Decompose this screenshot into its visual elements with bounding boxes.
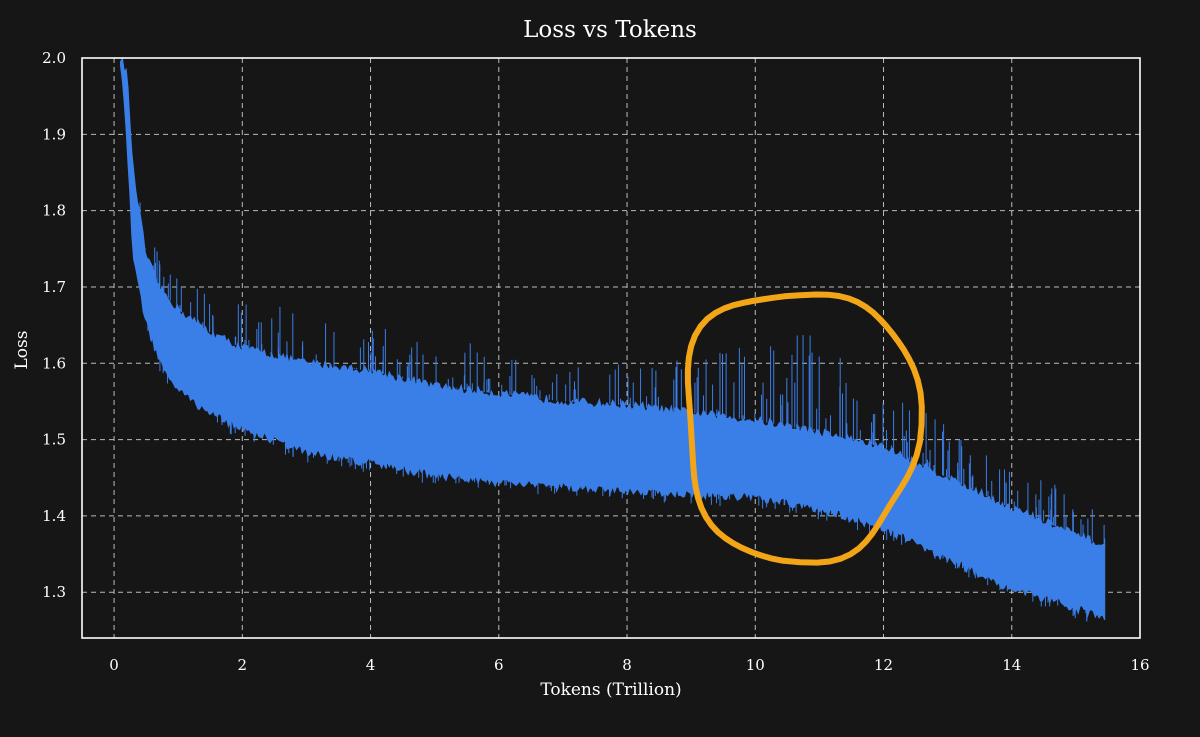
series-area <box>120 56 1106 622</box>
annotation-circle <box>684 291 925 566</box>
y-tick-label: 1.9 <box>42 125 66 143</box>
x-tick-label: 0 <box>109 656 119 674</box>
annotation <box>684 291 925 566</box>
y-tick-label: 1.7 <box>42 278 66 296</box>
loss-band <box>120 56 1106 621</box>
y-tick-label: 1.8 <box>42 202 66 220</box>
plot-frame <box>81 57 1141 639</box>
y-tick-label: 1.5 <box>42 431 66 449</box>
x-tick-label: 8 <box>622 656 632 674</box>
x-tick-label: 10 <box>746 656 765 674</box>
x-tick-label: 14 <box>1002 656 1021 674</box>
x-tick-label: 12 <box>874 656 893 674</box>
y-tick-label: 2.0 <box>42 49 66 67</box>
chart-title: Loss vs Tokens <box>523 17 697 43</box>
x-axis-label: Tokens (Trillion) <box>540 680 681 700</box>
x-ticks: 0 2 4 6 8 10 12 14 16 <box>109 656 1149 674</box>
y-tick-label: 1.6 <box>42 354 66 372</box>
x-tick-label: 2 <box>238 656 248 674</box>
y-tick-label: 1.4 <box>42 507 66 525</box>
x-tick-label: 16 <box>1130 656 1149 674</box>
y-tick-label: 1.3 <box>42 583 66 601</box>
y-axis-label: Loss <box>12 331 32 370</box>
x-tick-label: 4 <box>366 656 376 674</box>
y-ticks: 1.3 1.4 1.5 1.6 1.7 1.8 1.9 2.0 <box>42 49 66 601</box>
x-tick-label: 6 <box>494 656 504 674</box>
